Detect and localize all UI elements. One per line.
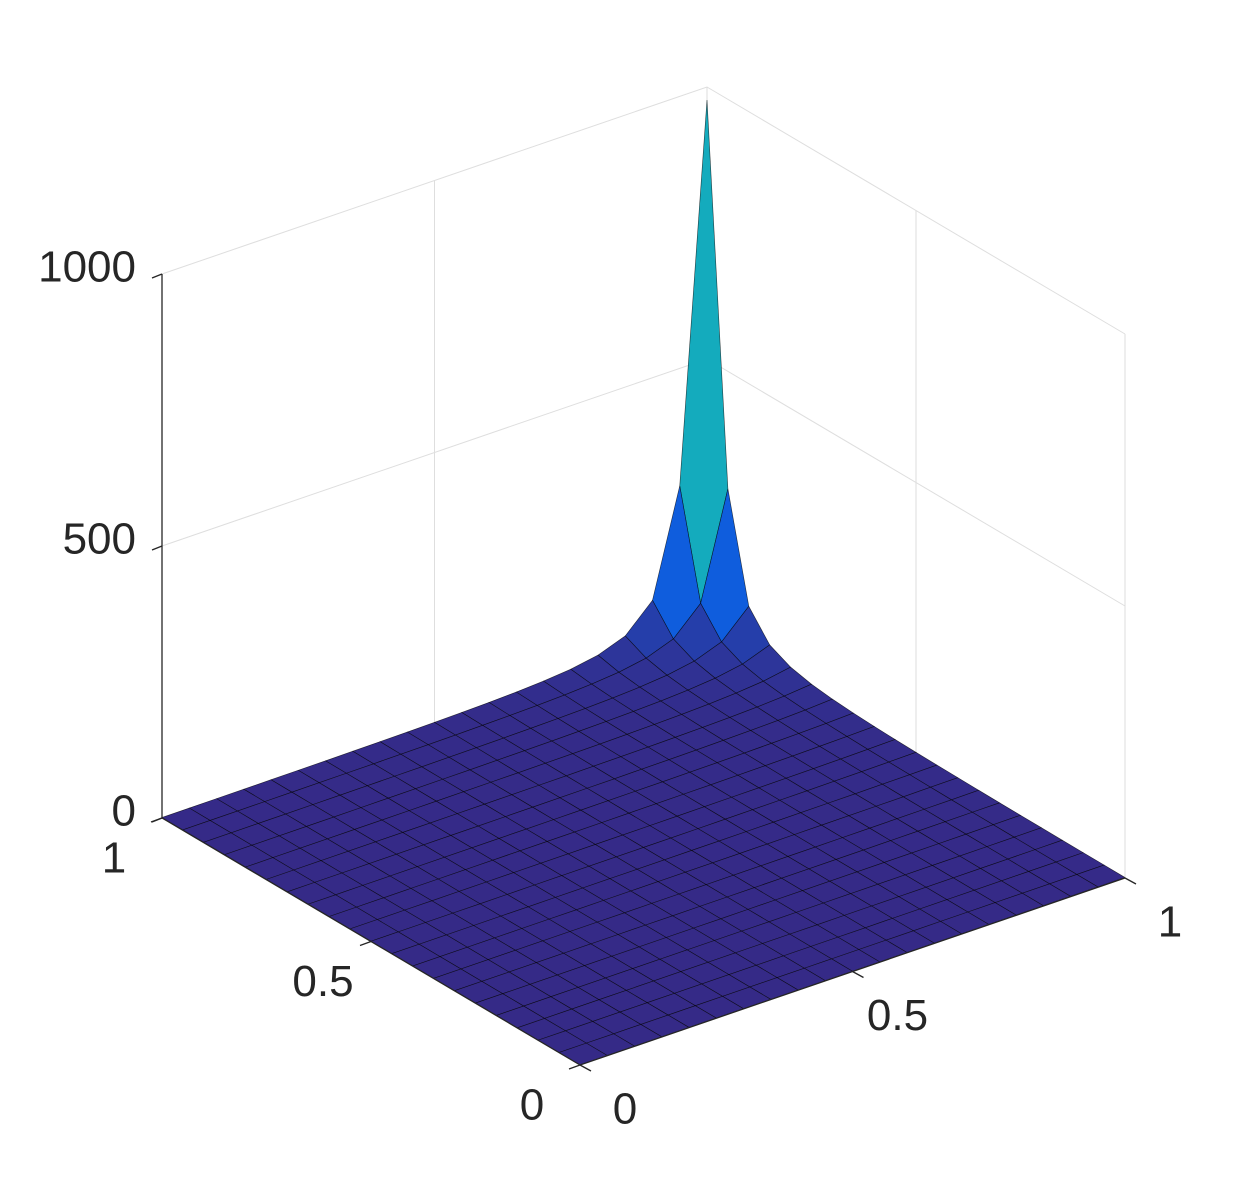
z-tick-label: 1000	[38, 243, 136, 292]
z-tick-label: 0	[112, 787, 136, 836]
z-grid-line	[161, 86, 1126, 335]
y-tick-label: 0.5	[292, 957, 353, 1006]
x-tick	[1124, 877, 1137, 885]
z-tick-label: 500	[63, 515, 136, 564]
y-tick-label: 1	[102, 834, 126, 883]
x-tick-label: 0.5	[867, 991, 928, 1040]
x-tick	[852, 970, 864, 979]
z-tick	[151, 545, 163, 551]
z-tick	[151, 817, 163, 823]
x-tick	[579, 1064, 592, 1072]
y-tick	[359, 940, 372, 947]
y-tick-label: 0	[520, 1081, 544, 1130]
x-tick-label: 1	[1158, 898, 1182, 947]
x-tick-label: 0	[613, 1085, 637, 1134]
z-grid-line	[161, 358, 1126, 607]
z-tick	[151, 273, 163, 279]
y-tick	[568, 1064, 581, 1070]
